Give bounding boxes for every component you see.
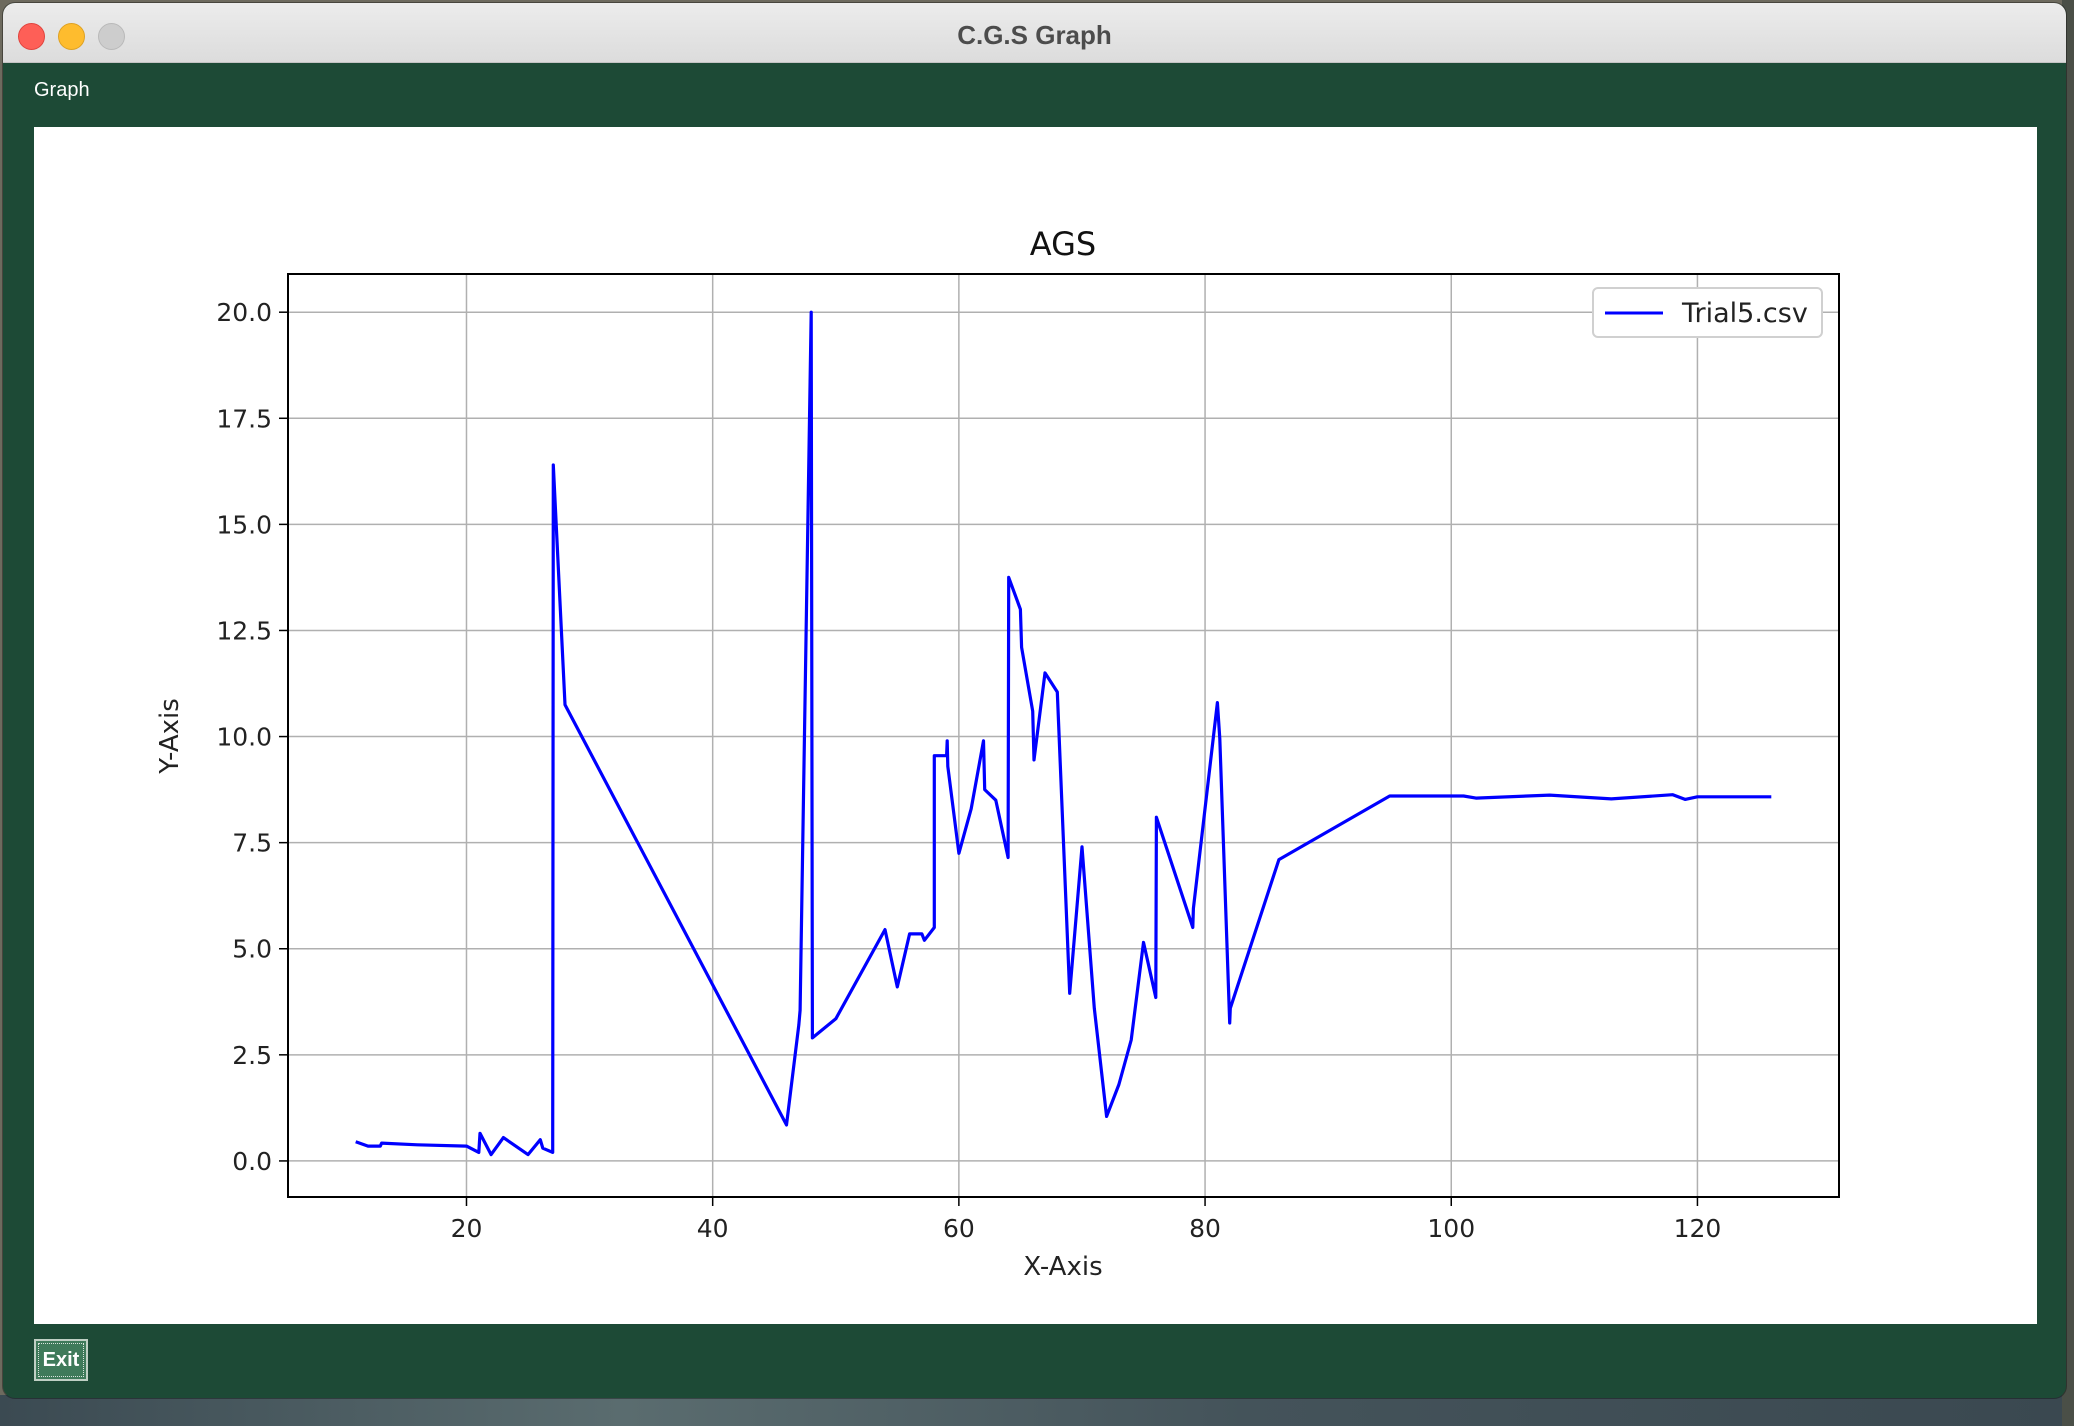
x-tick-label: 60 bbox=[943, 1214, 975, 1243]
plot-canvas: 20 40 60 80 100 120 0.0 2.5 5.0 7.5 10.0 12.5 15.0 17… bbox=[34, 127, 2037, 1324]
x-tick-label: 100 bbox=[1427, 1214, 1475, 1243]
x-tick-label: 40 bbox=[697, 1214, 729, 1243]
minimize-window-button[interactable] bbox=[58, 23, 85, 50]
desktop-background bbox=[0, 1395, 2074, 1426]
y-tick-label: 0.0 bbox=[232, 1147, 272, 1176]
title-bar[interactable]: C.G.S Graph bbox=[3, 3, 2066, 63]
window-title: C.G.S Graph bbox=[957, 20, 1112, 50]
legend-box bbox=[1592, 287, 1823, 338]
y-tick-label: 20.0 bbox=[216, 298, 272, 327]
x-tick-label: 20 bbox=[451, 1214, 483, 1243]
app-window: C.G.S Graph Graph 20 40 60 80 100 120 0.0 2.5 5.… bbox=[3, 3, 2066, 1398]
y-axis-label: Y-Axis bbox=[155, 698, 185, 775]
y-tick-label: 17.5 bbox=[216, 404, 272, 433]
plot-frame bbox=[287, 273, 1840, 1198]
y-tick-label: 5.0 bbox=[232, 935, 272, 964]
y-tick-label: 12.5 bbox=[216, 616, 272, 645]
close-window-button[interactable] bbox=[18, 23, 45, 50]
y-tick-label: 2.5 bbox=[232, 1041, 272, 1070]
x-tick-label: 120 bbox=[1674, 1214, 1722, 1243]
exit-button[interactable]: Exit bbox=[34, 1339, 88, 1381]
maximize-window-button[interactable] bbox=[98, 23, 125, 50]
chart-title: AGS bbox=[1030, 225, 1096, 263]
x-axis-label: X-Axis bbox=[1023, 1252, 1102, 1282]
x-tick-label: 80 bbox=[1189, 1214, 1221, 1243]
line-chart: 20 40 60 80 100 120 0.0 2.5 5.0 7.5 10.0 12.5 15.0 17… bbox=[155, 225, 1840, 1282]
y-tick-label: 7.5 bbox=[232, 829, 272, 858]
y-tick-label: 10.0 bbox=[216, 723, 272, 752]
graph-label: Graph bbox=[34, 79, 90, 101]
legend: Trial5.csv bbox=[1592, 287, 1823, 338]
legend-series-label: Trial5.csv bbox=[1681, 298, 1808, 329]
series-line-trial5 bbox=[355, 310, 1772, 1157]
y-tick-label: 15.0 bbox=[216, 510, 272, 539]
